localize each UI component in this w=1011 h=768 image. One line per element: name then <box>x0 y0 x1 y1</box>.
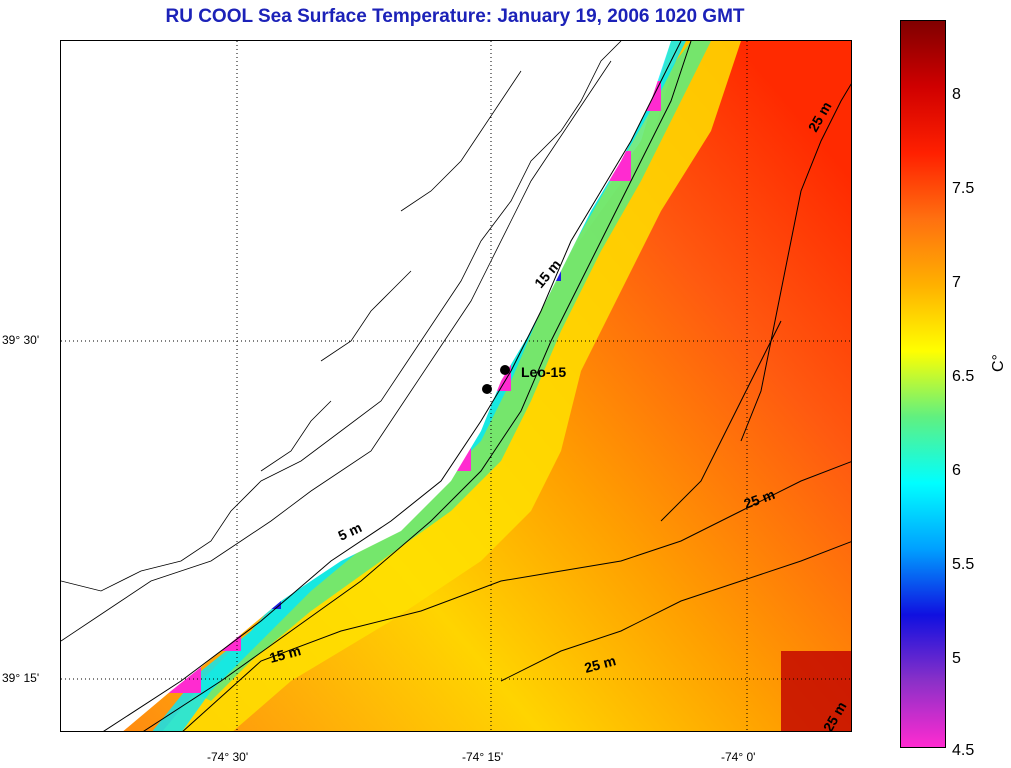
colorbar-tick-5-5: 5.5 <box>952 556 975 573</box>
bathymetry-contours <box>103 41 851 731</box>
colorbar-unit: C° <box>990 354 1007 372</box>
colorbar-tick-6: 6 <box>952 462 961 479</box>
station-label-leo15: Leo-15 <box>521 364 566 380</box>
graticule-lines <box>61 41 851 731</box>
colorbar-tick-7: 7 <box>952 274 961 291</box>
station-markers: Leo-15 <box>482 364 566 394</box>
sst-map: 5 m 15 m 15 m 25 m 25 m 25 m 25 m Leo-15 <box>60 40 852 732</box>
lon-label-74-30: -74° 30' <box>207 750 249 764</box>
lat-label-39-15: 39° 15' <box>2 671 40 685</box>
leo15-node-a <box>500 365 510 375</box>
sst-map-canvas: 5 m 15 m 15 m 25 m 25 m 25 m 25 m Leo-15 <box>61 41 851 731</box>
contour-label-15m-south: 15 m <box>268 642 303 666</box>
colorbar-tick-7-5: 7.5 <box>952 180 975 197</box>
leo15-node-b <box>482 384 492 394</box>
contour-label-25m-south: 25 m <box>583 652 618 676</box>
colorbar-tick-4-5: 4.5 <box>952 742 975 759</box>
colorbar-tick-8: 8 <box>952 86 961 103</box>
lon-label-74-15: -74° 15' <box>462 750 504 764</box>
map-title: RU COOL Sea Surface Temperature: January… <box>165 6 745 27</box>
lon-label-74-0: -74° 0' <box>721 750 756 764</box>
coastline-land <box>61 41 671 731</box>
temperature-colorbar <box>900 20 946 748</box>
colorbar-tick-6-5: 6.5 <box>952 368 975 385</box>
colorbar-tick-5: 5 <box>952 650 961 667</box>
lat-label-39-30: 39° 30' <box>2 333 40 347</box>
